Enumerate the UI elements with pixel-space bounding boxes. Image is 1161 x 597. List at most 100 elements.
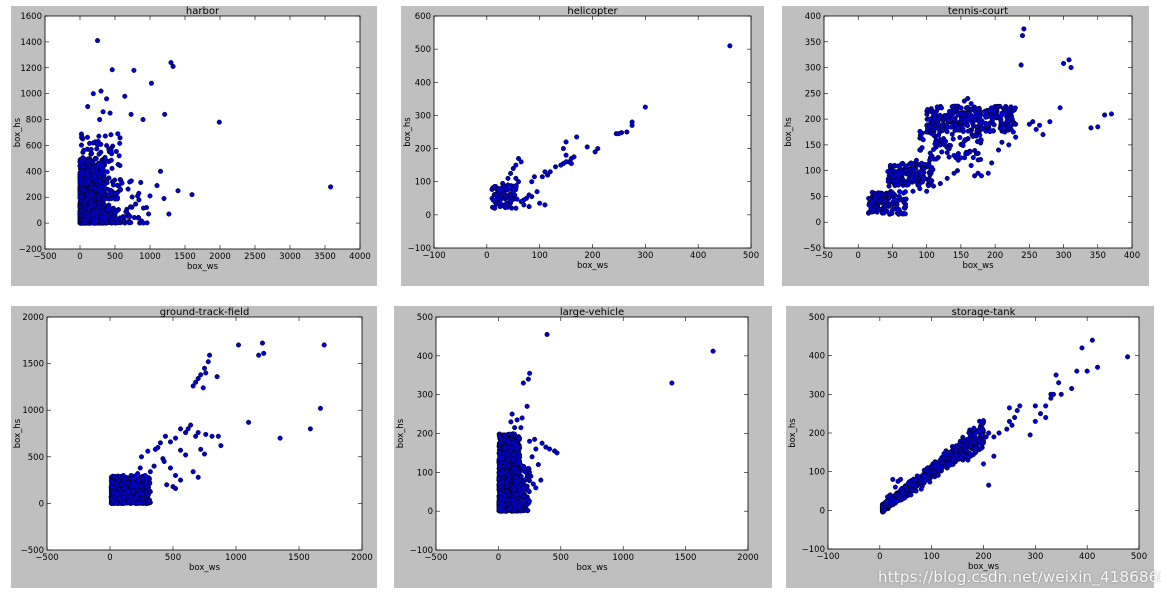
scatter-point xyxy=(968,453,974,459)
scatter-point xyxy=(642,104,648,110)
scatter-point xyxy=(148,80,154,86)
scatter-point xyxy=(209,433,215,439)
x-tick-label: 100 xyxy=(924,552,940,562)
scatter-point xyxy=(987,129,993,135)
scatter-point xyxy=(542,202,548,208)
scatter-point xyxy=(510,189,516,195)
y-tick-label: −100 xyxy=(410,546,433,556)
scatter-point xyxy=(945,117,951,123)
scatter-point xyxy=(986,430,992,436)
scatter-point xyxy=(183,452,189,458)
scatter-point xyxy=(877,197,883,203)
scatter-point xyxy=(143,205,150,211)
scatter-point xyxy=(497,450,503,456)
scatter-point xyxy=(113,148,119,154)
scatter-point xyxy=(110,473,116,479)
x-tick-label: 0 xyxy=(856,251,861,261)
scatter-plot: helicopter−100 0 100 200 300 400 500−100010020… xyxy=(403,6,759,271)
scatter-point xyxy=(133,201,139,207)
scatter-point xyxy=(1021,26,1027,32)
scatter-point xyxy=(92,139,98,145)
scatter-point xyxy=(119,180,125,186)
scatter-point xyxy=(990,120,996,126)
y-axis-label: box_hs xyxy=(13,117,23,147)
x-tick-label: 500 xyxy=(743,251,759,261)
scatter-point xyxy=(235,342,242,348)
scatter-point xyxy=(100,109,106,115)
scatter-point xyxy=(902,189,908,195)
scatter-point xyxy=(205,359,211,365)
scatter-point xyxy=(535,462,541,468)
scatter-point xyxy=(558,162,564,168)
scatter-point xyxy=(190,469,196,475)
scatter-point xyxy=(102,133,108,139)
scatter-point xyxy=(980,427,986,433)
x-tick-label: 350 xyxy=(1090,251,1106,261)
scatter-point xyxy=(901,205,907,211)
x-tick-label: 0 xyxy=(496,553,501,563)
scatter-point xyxy=(508,170,514,176)
scatter-point xyxy=(999,139,1005,145)
scatter-point xyxy=(935,116,941,122)
scatter-point xyxy=(516,456,522,462)
scatter-point xyxy=(100,215,106,221)
scatter-point xyxy=(1032,403,1038,409)
scatter-point xyxy=(93,155,99,161)
scatter-point xyxy=(991,108,997,114)
y-tick-label: 1000 xyxy=(20,90,42,100)
scatter-plot: storage-tank−100 0 100 200 300 400 500−1000100… xyxy=(788,307,1147,572)
scatter-point xyxy=(510,165,516,171)
scatter-point xyxy=(992,114,998,120)
scatter-point xyxy=(144,480,150,486)
scatter-point xyxy=(106,175,112,181)
scatter-point xyxy=(168,60,174,66)
scatter-point xyxy=(508,199,514,205)
scatter-point xyxy=(930,183,937,189)
y-tick-label: −100 xyxy=(408,244,431,254)
y-tick-label: 400 xyxy=(26,167,42,177)
scatter-point xyxy=(946,146,952,152)
data-points xyxy=(496,331,716,514)
scatter-point xyxy=(975,139,981,145)
y-tick-label: 500 xyxy=(417,313,433,323)
scatter-point xyxy=(215,433,221,439)
y-tick-label: 1400 xyxy=(20,38,42,48)
scatter-point xyxy=(944,175,950,181)
scatter-point xyxy=(710,348,716,354)
scatter-point xyxy=(996,430,1002,436)
scatter-point xyxy=(948,111,954,117)
scatter-point xyxy=(113,481,119,487)
y-tick-label: 0 xyxy=(816,218,821,228)
scatter-point xyxy=(529,454,535,460)
scatter-point xyxy=(170,63,176,70)
scatter-point xyxy=(161,195,167,202)
scatter-point xyxy=(142,472,148,478)
x-axis-label: box_ws xyxy=(577,563,609,573)
scatter-point xyxy=(978,173,984,179)
scatter-point xyxy=(117,135,123,141)
scatter-point xyxy=(1102,112,1108,118)
scatter-point xyxy=(1004,426,1010,432)
data-points xyxy=(108,340,327,506)
scatter-point xyxy=(92,186,98,192)
x-tick-label: 2000 xyxy=(209,252,231,262)
scatter-point xyxy=(538,477,544,483)
scatter-point xyxy=(116,153,122,159)
y-tick-label: 400 xyxy=(809,352,825,362)
scatter-point xyxy=(944,125,950,131)
scatter-point xyxy=(83,217,89,223)
scatter-point xyxy=(99,219,105,226)
x-tick-label: 150 xyxy=(953,251,969,261)
x-tick-label: 200 xyxy=(975,552,991,562)
scatter-point xyxy=(491,184,497,190)
y-tick-label: 100 xyxy=(417,468,433,478)
scatter-point xyxy=(926,116,932,122)
y-tick-label: −200 xyxy=(19,245,42,255)
scatter-point xyxy=(940,127,946,133)
scatter-point xyxy=(138,179,144,185)
scatter-point xyxy=(1013,134,1019,140)
scatter-point xyxy=(79,194,85,200)
scatter-point xyxy=(952,127,958,133)
x-tick-label: 400 xyxy=(690,251,706,261)
scatter-point xyxy=(198,372,204,378)
